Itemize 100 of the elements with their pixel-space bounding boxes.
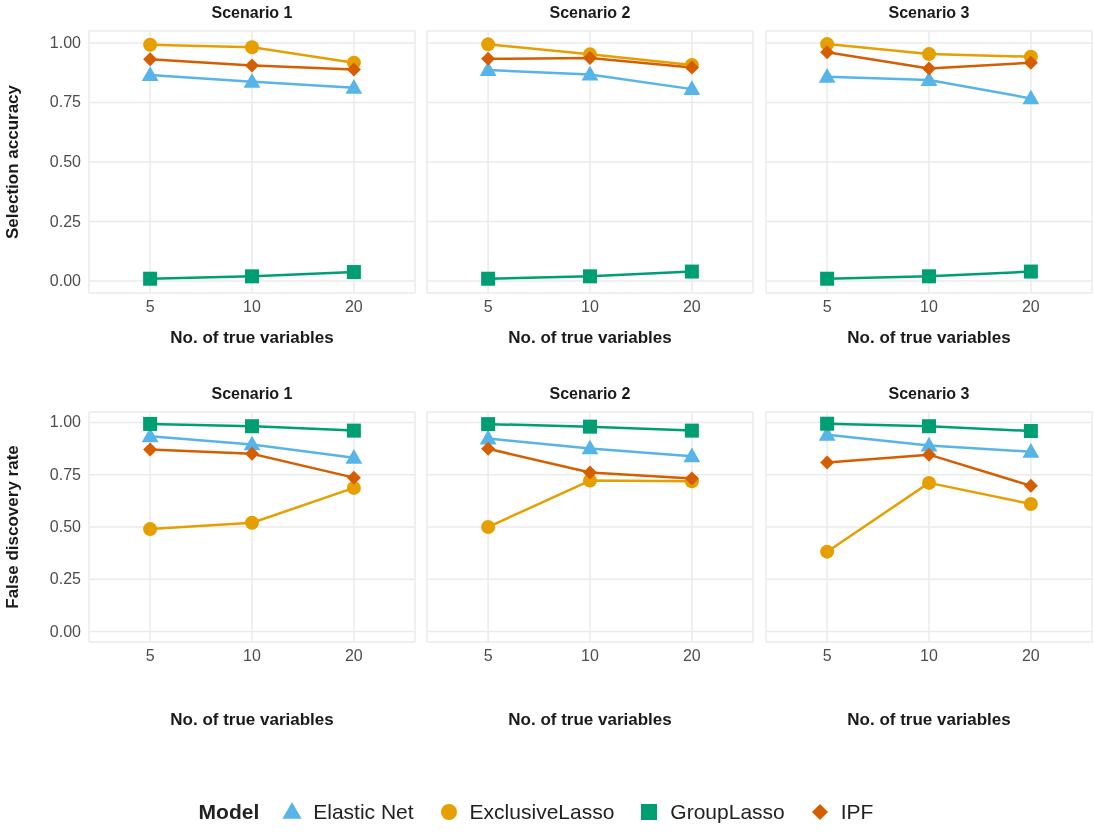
x-tick-label: 10 [243, 298, 261, 316]
x-axis-title: No. of true variables [170, 710, 334, 729]
point [684, 264, 699, 279]
point [581, 65, 599, 81]
y-tick-label: 0.75 [49, 465, 82, 483]
point [143, 442, 158, 457]
x-axis-title: No. of true variables [508, 328, 672, 347]
chart-title: Scenario 3 [887, 385, 971, 403]
chart-title: Scenario 1 [210, 4, 294, 22]
point [346, 423, 361, 438]
y-tick-label: 0.75 [49, 93, 82, 111]
y-axis-title: False discovery rate [3, 445, 23, 609]
chart-title: Scenario 3 [887, 4, 971, 22]
x-tick-label: 20 [1021, 298, 1040, 316]
point [820, 544, 835, 559]
point [820, 45, 835, 60]
point [481, 37, 496, 52]
point [920, 71, 938, 87]
x-tick-label: 5 [145, 647, 155, 665]
point [1022, 442, 1040, 458]
x-tick-label: 10 [581, 647, 599, 665]
point [820, 416, 835, 431]
point [481, 441, 496, 456]
point [683, 447, 701, 463]
point [245, 446, 259, 461]
point [922, 269, 936, 284]
legend-label: GroupLasso [670, 800, 785, 824]
x-tick-label: 20 [1021, 647, 1040, 665]
point [1023, 264, 1038, 279]
point [820, 455, 835, 470]
point [1022, 89, 1040, 105]
point [583, 465, 597, 480]
x-tick-label: 10 [581, 298, 599, 316]
point [345, 449, 363, 464]
point [346, 62, 361, 77]
point [243, 72, 261, 88]
y-tick-label: 0.00 [49, 622, 82, 640]
point [583, 269, 597, 284]
point [141, 66, 159, 82]
legend-label: ExclusiveLasso [469, 800, 615, 824]
point [346, 480, 361, 495]
y-tick-label: 1.00 [49, 33, 82, 51]
chart-title: Scenario 2 [548, 385, 632, 403]
point [583, 419, 597, 434]
point [922, 475, 936, 490]
point [820, 271, 835, 286]
chart-title: Scenario 2 [548, 4, 632, 22]
x-tick-label: 20 [682, 647, 701, 665]
point [683, 80, 701, 96]
y-tick-label: 1.00 [49, 413, 82, 431]
legend-label: Elastic Net [313, 800, 414, 824]
y-axis-title: Selection accuracy [3, 84, 23, 240]
point [581, 439, 599, 455]
point [922, 419, 936, 434]
point [143, 37, 158, 52]
point [143, 416, 158, 431]
point [346, 265, 361, 280]
point [1023, 497, 1038, 511]
point [922, 61, 936, 76]
legend-label: IPF [840, 800, 874, 824]
point [245, 515, 259, 530]
point [143, 271, 158, 286]
point [922, 447, 936, 462]
x-tick-label: 10 [243, 647, 261, 665]
y-tick-label: 0.50 [49, 518, 82, 535]
point [245, 40, 259, 55]
point [143, 522, 158, 537]
x-tick-label: 5 [822, 647, 832, 665]
chart-title: Scenario 1 [210, 385, 294, 403]
point [1023, 424, 1038, 439]
y-tick-label: 0.25 [49, 212, 82, 230]
point [1023, 55, 1038, 70]
y-tick-label: 0.00 [49, 272, 82, 290]
x-tick-label: 20 [344, 647, 363, 665]
x-axis-title: No. of true variables [847, 710, 1011, 729]
x-tick-label: 10 [920, 647, 938, 665]
point [481, 417, 496, 432]
point [481, 271, 496, 286]
x-tick-label: 5 [822, 298, 832, 316]
point [143, 52, 158, 67]
x-tick-label: 20 [344, 298, 363, 316]
legend-title: Model [198, 800, 260, 824]
point [481, 520, 496, 534]
x-axis-title: No. of true variables [508, 710, 672, 729]
point [818, 67, 836, 83]
point [245, 58, 259, 73]
point [345, 78, 363, 94]
x-tick-label: 5 [483, 298, 493, 316]
x-tick-label: 5 [483, 647, 493, 665]
point [922, 47, 936, 62]
point [684, 423, 699, 438]
x-tick-label: 20 [682, 298, 701, 316]
y-tick-label: 0.25 [49, 570, 82, 588]
point [481, 51, 496, 66]
x-axis-title: No. of true variables [170, 328, 334, 347]
point [346, 470, 361, 485]
point [245, 419, 259, 434]
x-tick-label: 10 [920, 298, 938, 316]
point [245, 269, 259, 284]
x-axis-title: No. of true variables [847, 328, 1011, 347]
